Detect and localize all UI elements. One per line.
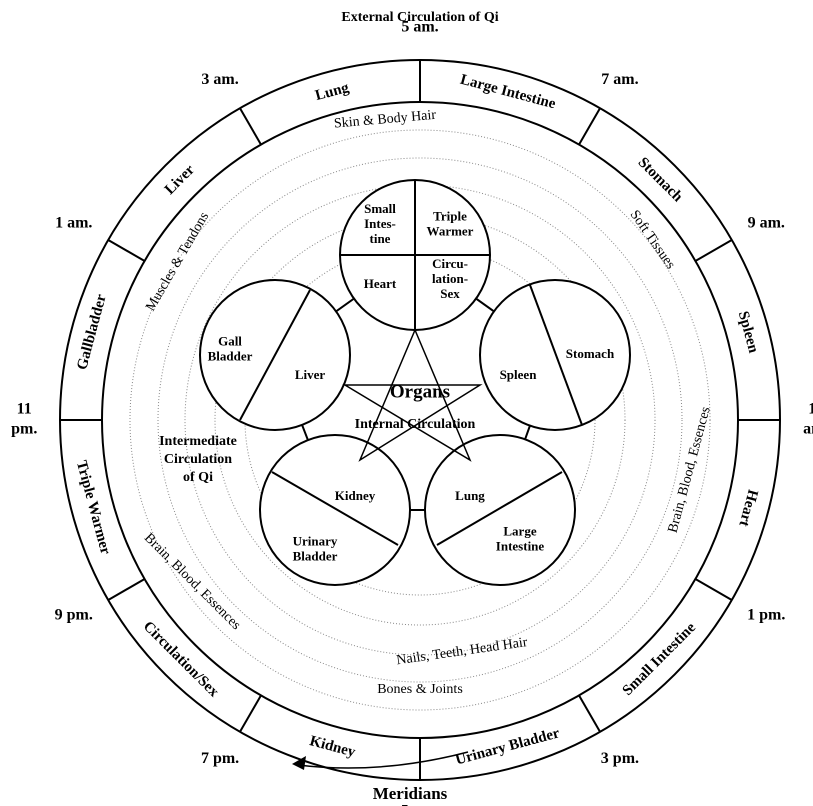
dotted-arc: [157, 157, 683, 683]
organs-label: Organs: [390, 381, 450, 402]
organ-label: Liver: [295, 367, 326, 382]
time-label: 5 pm.: [401, 803, 439, 806]
internal-label: Internal Circulation: [355, 417, 476, 432]
organ-label: Gall: [218, 333, 242, 348]
time-label: pm.: [11, 421, 37, 438]
organ-label: lation-: [432, 271, 468, 286]
dotted-arc: [214, 214, 626, 626]
organ-label: Intes-: [364, 216, 396, 231]
segment-divider: [107, 239, 146, 262]
organ-label: Heart: [364, 276, 397, 291]
time-label: 3 pm.: [601, 750, 639, 767]
time-label: am.: [803, 421, 813, 438]
organ-label: Stomach: [566, 346, 615, 361]
organ-divider: [271, 471, 399, 546]
segment-divider: [694, 239, 733, 262]
time-label: 11: [17, 401, 32, 418]
time-label: 9 am.: [748, 215, 785, 232]
arrow: [297, 751, 469, 769]
organ-label: Spleen: [500, 367, 538, 382]
organ-label: Kidney: [335, 488, 376, 503]
tissue-label: Brain, Blood, Essences: [141, 531, 243, 633]
meridian-label: Urinary Bladder: [454, 725, 562, 768]
time-label: 9 pm.: [55, 607, 93, 624]
organ-label: Warmer: [427, 223, 474, 238]
segment-divider: [694, 578, 733, 601]
organ-label: Small: [364, 201, 396, 216]
title: External Circulation of Qi: [341, 10, 498, 25]
meridian-label: Small Intestine: [620, 619, 700, 699]
intermediate-label: of Qi: [183, 470, 213, 485]
tissue-label: Skin & Body Hair: [333, 108, 437, 132]
segment-divider: [578, 107, 601, 146]
time-label: 3 am.: [201, 71, 238, 88]
intermediate-label: Intermediate: [159, 434, 237, 449]
organ-circle: [259, 434, 411, 586]
organ-label: tine: [370, 231, 391, 246]
meridian-label: Spleen: [735, 310, 762, 356]
segment-divider: [239, 694, 262, 733]
meridian-label: Kidney: [308, 733, 358, 761]
time-label: 7 pm.: [201, 750, 239, 767]
dotted-arc: [184, 184, 656, 656]
organ-label: Large: [503, 523, 536, 538]
tissue-label: Soft Tissues: [627, 208, 678, 272]
star: [342, 329, 483, 462]
time-label: 1 pm.: [747, 607, 785, 624]
time-label: 7 am.: [601, 71, 638, 88]
segment-divider: [239, 107, 262, 146]
segment-divider: [578, 694, 601, 733]
tissue-label: Nails, Teeth, Head Hair: [396, 635, 529, 668]
organ-label: Lung: [455, 488, 485, 503]
tissue-label: Muscles & Tendons: [143, 210, 212, 314]
time-label: 1 am.: [55, 215, 92, 232]
organ-label: Bladder: [208, 348, 253, 363]
tissue-label: Brain, Blood, Essences: [666, 405, 714, 534]
organ-divider: [239, 289, 311, 421]
dotted-arc: [129, 129, 711, 711]
organ-label: Circu-: [432, 256, 468, 271]
organ-label: Triple: [433, 208, 467, 223]
meridian-label: Stomach: [635, 154, 686, 205]
arrow-head: [292, 756, 306, 770]
organ-label: Sex: [440, 286, 460, 301]
time-label: 5 am.: [401, 19, 438, 36]
organ-label: Intestine: [496, 538, 545, 553]
tissue-label: Bones & Joints: [377, 682, 463, 697]
segment-divider: [107, 578, 146, 601]
meridian-label: Lung: [314, 80, 352, 104]
footer: Meridians: [373, 784, 448, 803]
organ-divider: [529, 284, 583, 426]
organ-label: Urinary: [293, 533, 338, 548]
organ-circle: [424, 434, 576, 586]
organ-label: Bladder: [293, 548, 338, 563]
intermediate-label: Circulation: [164, 452, 232, 467]
meridian-label: Liver: [162, 162, 198, 198]
time-label: 11: [808, 401, 813, 418]
organ-divider: [436, 471, 563, 546]
meridian-label: Heart: [735, 488, 760, 528]
